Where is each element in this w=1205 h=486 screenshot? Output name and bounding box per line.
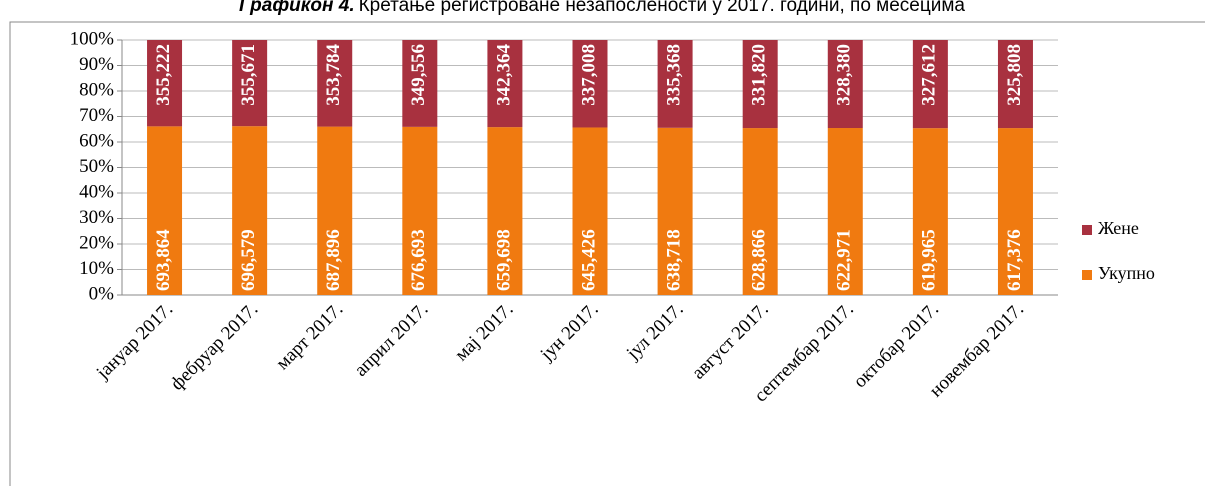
y-tick-label: 70%: [79, 105, 114, 126]
x-tick-label: октобар 2017.: [850, 299, 943, 392]
bar-segment: [572, 127, 608, 295]
data-label: 696,579: [238, 229, 259, 291]
bar-segment: [827, 40, 863, 129]
bar-segment: [232, 126, 268, 296]
bar-segment: [997, 128, 1033, 295]
data-label: 337,008: [578, 44, 599, 106]
bar-segment: [487, 40, 523, 128]
bar-segment: [997, 40, 1033, 129]
y-tick-label: 80%: [79, 79, 114, 100]
bar-segment: [657, 127, 693, 295]
bar-segment: [147, 126, 183, 296]
bar-segment: [912, 40, 948, 129]
chart-border: [9, 21, 1205, 486]
bar-segment: [742, 40, 778, 129]
x-tick-label: јун 2017.: [536, 299, 603, 366]
bar-segment: [742, 128, 778, 295]
data-label: 355,222: [153, 44, 174, 106]
data-label: 331,820: [749, 44, 770, 106]
bar-segment: [317, 40, 353, 127]
x-tick-label: јануар 2017.: [92, 299, 177, 384]
y-tick-label: 30%: [79, 207, 114, 228]
y-tick-label: 20%: [79, 232, 114, 253]
data-label: 619,965: [919, 229, 940, 291]
data-label: 328,380: [834, 44, 855, 106]
y-tick-label: 10%: [79, 258, 114, 279]
bar-segment: [232, 40, 268, 127]
bar-segment: [317, 126, 353, 295]
data-label: 693,864: [153, 229, 174, 291]
data-label: 617,376: [1004, 229, 1025, 291]
bar-segment: [487, 127, 523, 295]
x-tick-label: фебруар 2017.: [167, 299, 263, 395]
x-tick-label: јул 2017.: [622, 299, 688, 365]
bar-segment: [657, 40, 693, 128]
chart-title: Графикон 4. Кретање регистроване незапосл…: [239, 0, 965, 16]
legend-label: Укупно: [1098, 263, 1155, 283]
data-label: 355,671: [238, 44, 259, 106]
data-label: 687,896: [323, 229, 344, 291]
data-label: 349,556: [408, 44, 429, 106]
bar-segment: [402, 40, 438, 127]
legend-swatch: [1082, 225, 1092, 235]
bar-segment: [827, 128, 863, 295]
data-label: 353,784: [323, 44, 344, 106]
bar-segment: [147, 40, 183, 127]
data-label: 622,971: [834, 229, 855, 291]
bar-segment: [912, 128, 948, 295]
data-label: 645,426: [578, 229, 599, 291]
y-tick-label: 60%: [79, 130, 114, 151]
y-tick-label: 0%: [89, 283, 115, 304]
data-label: 327,612: [919, 44, 940, 106]
x-tick-label: март 2017.: [272, 299, 347, 374]
y-tick-label: 90%: [79, 54, 114, 75]
bar-segment: [402, 126, 438, 295]
data-label: 638,718: [663, 229, 684, 291]
data-label: 325,808: [1004, 44, 1025, 106]
legend-label: Жене: [1098, 218, 1139, 238]
title-text: Кретање регистроване незапослености у 20…: [359, 0, 966, 16]
legend-swatch: [1082, 270, 1092, 280]
x-tick-label: април 2017.: [350, 299, 432, 381]
x-tick-label: мај 2017.: [451, 299, 518, 366]
data-label: 659,698: [493, 229, 514, 291]
data-label: 335,368: [663, 44, 684, 106]
data-label: 676,693: [408, 229, 429, 291]
x-tick-label: август 2017.: [688, 299, 773, 384]
y-tick-label: 50%: [79, 156, 114, 177]
data-label: 628,866: [749, 229, 770, 291]
y-tick-label: 100%: [70, 28, 115, 49]
y-tick-label: 40%: [79, 181, 114, 202]
figure-label: Графикон 4.: [239, 0, 355, 16]
bar-segment: [572, 40, 608, 128]
data-label: 342,364: [493, 43, 514, 105]
